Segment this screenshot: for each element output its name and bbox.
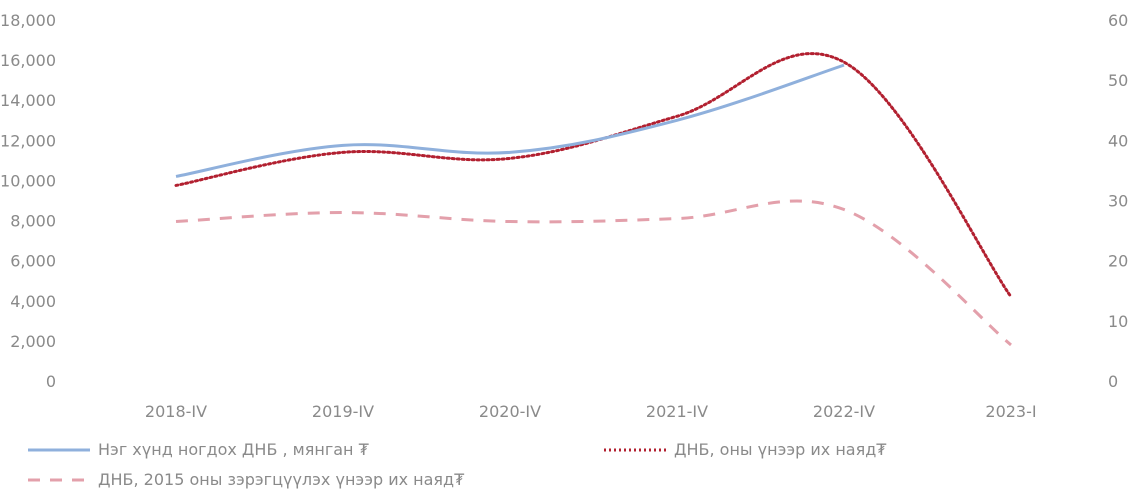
x-axis-tick-label: 2018-IV: [145, 402, 207, 421]
right-axis-tick-label: 40: [1108, 131, 1128, 150]
x-axis-tick-label: 2019-IV: [312, 402, 374, 421]
left-axis-tick-label: 16,000: [0, 51, 56, 70]
legend-item-real: ДНБ, 2015 оны зэрэгцүүлэх үнээр их наяд₮: [28, 470, 464, 489]
left-axis-tick-label: 10,000: [0, 171, 56, 190]
x-axis-tick-label: 2023-I: [985, 402, 1036, 421]
legend-label-nominal: ДНБ, оны үнээр их наяд₮: [674, 440, 887, 459]
right-axis-tick-label: 30: [1108, 192, 1128, 211]
left-axis-ticks: 0 2,000 4,000 6,000 8,000 10,000 12,000 14,000 1…: [0, 11, 56, 391]
right-axis-tick-label: 10: [1108, 312, 1128, 331]
right-axis-tick-label: 0: [1108, 372, 1118, 391]
right-axis-tick-label: 50: [1108, 71, 1128, 90]
left-axis-tick-label: 18,000: [0, 11, 56, 30]
series-lines: [174, 52, 1013, 347]
x-axis-tick-label: 2021-IV: [646, 402, 708, 421]
legend-swatch-solid: [28, 448, 90, 451]
legend-label-real: ДНБ, 2015 оны зэрэгцүүлэх үнээр их наяд₮: [98, 470, 465, 489]
series-line-dashed: [175, 199, 1012, 347]
left-axis-tick-label: 12,000: [0, 131, 56, 150]
x-axis-ticks: 2018-IV 2019-IV 2020-IV 2021-IV 2022-IV 2023-…: [145, 402, 1037, 421]
legend-label-per-capita: Нэг хүнд ногдох ДНБ , мянган ₮: [98, 440, 369, 459]
series-line-dotted: [174, 52, 1013, 299]
left-axis-tick-label: 6,000: [10, 252, 56, 271]
right-axis-tick-label: 60: [1108, 11, 1128, 30]
left-axis-tick-label: 0: [46, 372, 56, 391]
left-axis-tick-label: 14,000: [0, 91, 56, 110]
legend-swatch-dashed: [28, 478, 90, 481]
series-line-solid: [175, 63, 845, 178]
x-axis-tick-label: 2022-IV: [813, 402, 875, 421]
left-axis-tick-label: 4,000: [10, 292, 56, 311]
legend-item-per-capita: Нэг хүнд ногдох ДНБ , мянган ₮: [28, 440, 369, 459]
right-axis-tick-label: 20: [1108, 252, 1128, 271]
legend-swatch-dotted: [604, 448, 666, 451]
left-axis-tick-label: 2,000: [10, 332, 56, 351]
right-axis-ticks: 0 10 20 30 40 50 60: [1108, 11, 1128, 391]
x-axis-tick-label: 2020-IV: [479, 402, 541, 421]
legend-item-nominal: ДНБ, оны үнээр их наяд₮: [604, 440, 886, 459]
left-axis-tick-label: 8,000: [10, 212, 56, 231]
